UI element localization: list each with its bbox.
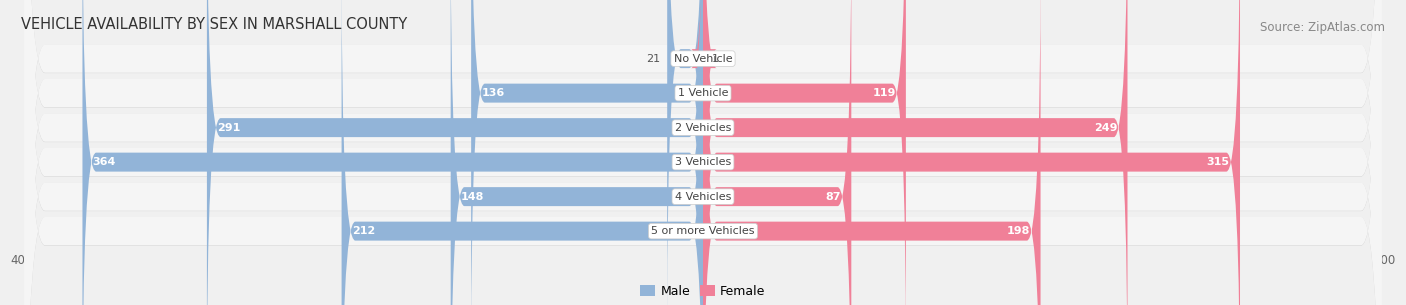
FancyBboxPatch shape	[342, 0, 703, 305]
Legend: Male, Female: Male, Female	[636, 280, 770, 303]
Text: 136: 136	[481, 88, 505, 98]
Text: No Vehicle: No Vehicle	[673, 54, 733, 64]
FancyBboxPatch shape	[24, 0, 1382, 305]
FancyBboxPatch shape	[24, 0, 1382, 305]
Text: 87: 87	[825, 192, 841, 202]
Text: 3 Vehicles: 3 Vehicles	[675, 157, 731, 167]
Text: 315: 315	[1206, 157, 1230, 167]
FancyBboxPatch shape	[24, 0, 1382, 305]
Text: 2 Vehicles: 2 Vehicles	[675, 123, 731, 133]
Text: 291: 291	[217, 123, 240, 133]
FancyBboxPatch shape	[24, 0, 1382, 305]
FancyBboxPatch shape	[24, 0, 1382, 305]
FancyBboxPatch shape	[703, 0, 1240, 305]
Text: Source: ZipAtlas.com: Source: ZipAtlas.com	[1260, 21, 1385, 34]
FancyBboxPatch shape	[692, 0, 717, 305]
FancyBboxPatch shape	[83, 0, 703, 305]
Text: VEHICLE AVAILABILITY BY SEX IN MARSHALL COUNTY: VEHICLE AVAILABILITY BY SEX IN MARSHALL …	[21, 16, 408, 31]
FancyBboxPatch shape	[24, 0, 1382, 305]
Text: 148: 148	[461, 192, 484, 202]
FancyBboxPatch shape	[24, 0, 1382, 305]
FancyBboxPatch shape	[703, 0, 905, 305]
Text: 364: 364	[93, 157, 117, 167]
FancyBboxPatch shape	[703, 0, 1040, 305]
Text: 4 Vehicles: 4 Vehicles	[675, 192, 731, 202]
FancyBboxPatch shape	[451, 0, 703, 305]
Text: 119: 119	[872, 88, 896, 98]
FancyBboxPatch shape	[24, 0, 1382, 305]
FancyBboxPatch shape	[24, 0, 1382, 305]
Text: 198: 198	[1007, 226, 1031, 236]
FancyBboxPatch shape	[703, 0, 1128, 305]
FancyBboxPatch shape	[24, 0, 1382, 305]
Text: 5 or more Vehicles: 5 or more Vehicles	[651, 226, 755, 236]
FancyBboxPatch shape	[668, 0, 703, 305]
Text: 212: 212	[352, 226, 375, 236]
Text: 1: 1	[711, 54, 718, 64]
FancyBboxPatch shape	[471, 0, 703, 305]
Text: 249: 249	[1094, 123, 1118, 133]
Text: 21: 21	[647, 54, 661, 64]
Text: 1 Vehicle: 1 Vehicle	[678, 88, 728, 98]
FancyBboxPatch shape	[24, 0, 1382, 305]
FancyBboxPatch shape	[703, 0, 851, 305]
FancyBboxPatch shape	[24, 0, 1382, 305]
FancyBboxPatch shape	[207, 0, 703, 305]
